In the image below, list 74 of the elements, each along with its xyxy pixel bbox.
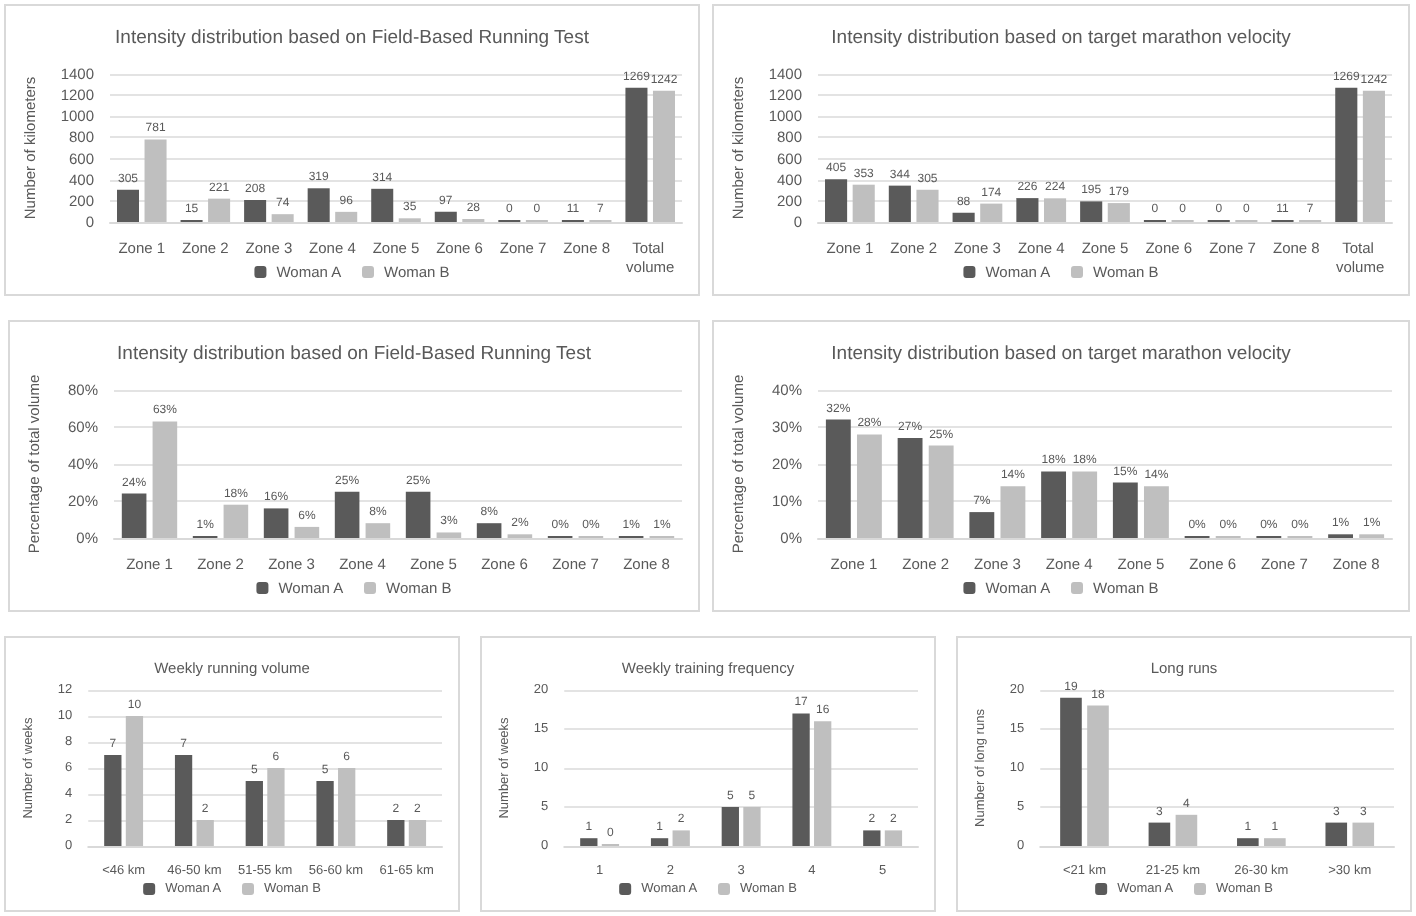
bar	[267, 768, 285, 846]
bar	[580, 838, 598, 846]
chart-title: Intensity distribution based on Field-Based Running Test	[115, 27, 590, 49]
bar	[1060, 697, 1082, 846]
bar	[1237, 838, 1259, 846]
bar	[743, 807, 761, 846]
bar	[1041, 471, 1067, 538]
bar	[125, 716, 144, 846]
bar	[856, 434, 882, 538]
bar	[825, 419, 851, 538]
bar	[116, 189, 140, 222]
bar	[294, 526, 320, 538]
bar	[1080, 201, 1103, 222]
bar	[144, 139, 167, 222]
bar	[1000, 486, 1026, 538]
bar	[650, 838, 669, 846]
bar	[652, 90, 676, 222]
bar	[196, 820, 214, 846]
bar	[338, 768, 356, 846]
bar	[814, 721, 832, 846]
chart-title: Intensity distribution based on Field-Based Running Test	[117, 343, 592, 365]
bar	[928, 445, 954, 538]
bar	[825, 179, 848, 222]
bar	[792, 713, 810, 846]
bar	[476, 523, 502, 538]
bar	[897, 438, 923, 538]
bar	[969, 512, 995, 538]
bar	[307, 188, 330, 222]
bar	[316, 781, 334, 846]
bar	[245, 781, 263, 846]
bar	[152, 421, 178, 538]
bar	[672, 830, 690, 846]
bar	[104, 755, 122, 846]
bar	[1264, 838, 1286, 846]
bar	[223, 504, 249, 538]
bar	[863, 830, 881, 846]
bar	[263, 508, 289, 538]
bar	[1325, 822, 1348, 846]
bar	[1112, 482, 1138, 538]
bar	[244, 200, 267, 222]
bar	[408, 820, 427, 846]
bar	[371, 188, 394, 222]
bar	[1043, 198, 1067, 222]
bar	[335, 211, 358, 222]
bar	[1087, 705, 1109, 846]
bar	[1362, 90, 1385, 222]
chart-title: Intensity distribution based on target marathon velocity	[831, 343, 1292, 365]
bar	[888, 185, 911, 222]
bar	[434, 211, 457, 222]
bar	[334, 491, 360, 538]
bar	[1148, 822, 1171, 846]
bar	[1143, 486, 1169, 538]
bar	[405, 491, 431, 538]
bar	[121, 493, 147, 538]
bar	[884, 830, 903, 846]
bar	[1016, 198, 1039, 222]
bar	[1335, 87, 1358, 222]
bar	[1107, 203, 1130, 222]
bar	[1175, 814, 1198, 846]
bar	[852, 184, 875, 222]
bar	[625, 87, 648, 222]
chart-title: Intensity distribution based on target marathon velocity	[831, 27, 1292, 49]
bar	[980, 203, 1003, 222]
bar	[916, 189, 939, 222]
bar	[436, 532, 462, 538]
bar	[174, 755, 193, 846]
bar	[1072, 471, 1098, 538]
bar	[721, 807, 739, 846]
bar	[271, 214, 294, 222]
bar	[208, 198, 231, 222]
bar	[365, 523, 391, 538]
bar	[952, 212, 975, 222]
bar	[1352, 822, 1375, 846]
bar	[387, 820, 405, 846]
